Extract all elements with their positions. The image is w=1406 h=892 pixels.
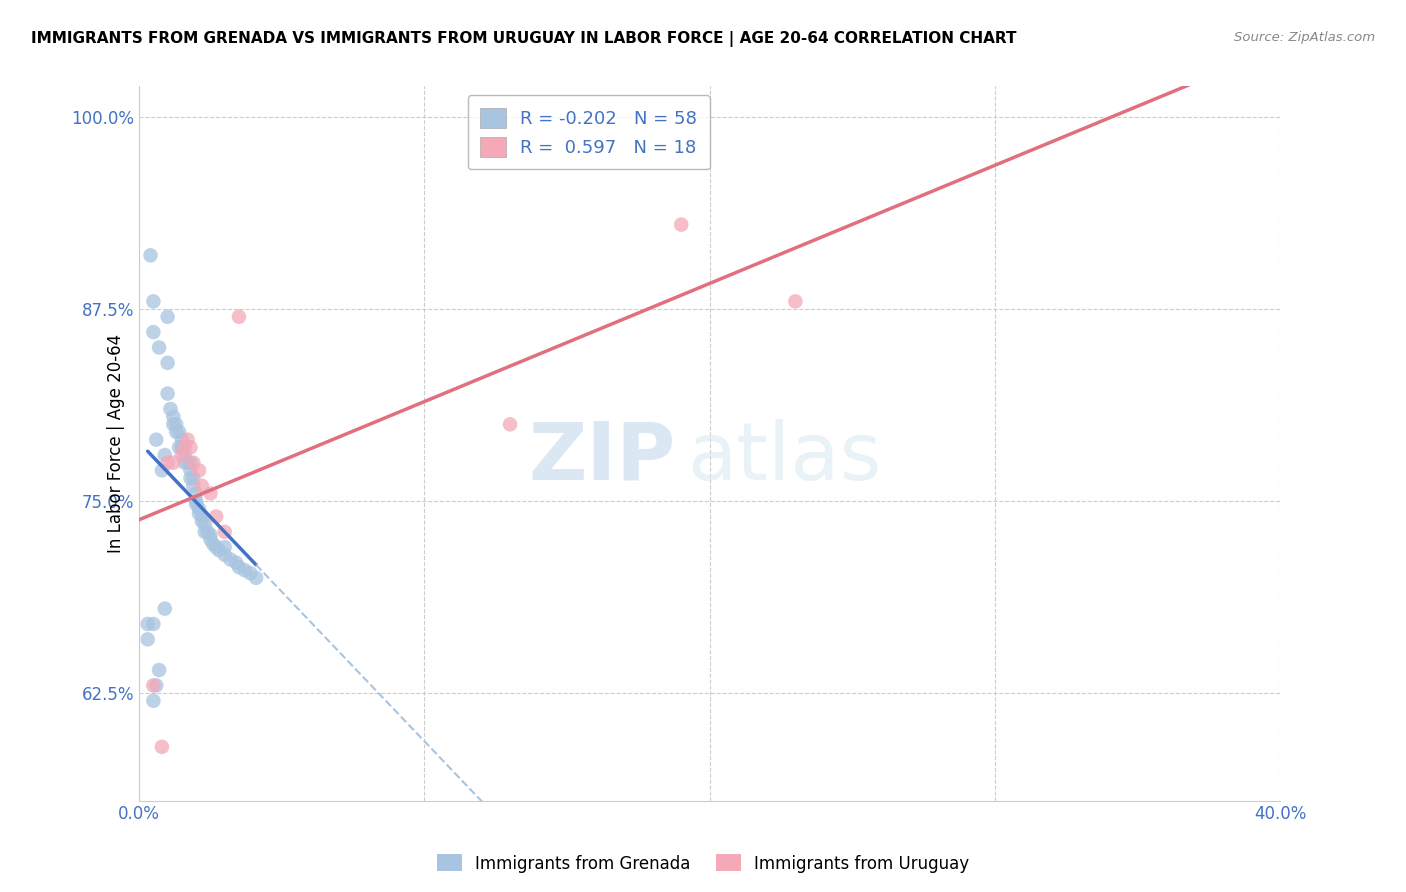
Point (167, 425, 190, 439)
Point (173, 440, 195, 454)
Point (499, 417, 522, 432)
Point (179, 440, 201, 454)
Point (671, 218, 693, 232)
Point (142, 294, 165, 309)
Point (205, 540, 228, 554)
Point (153, 601, 176, 615)
Point (167, 440, 190, 454)
Point (181, 456, 204, 470)
Point (186, 486, 208, 500)
Point (136, 617, 159, 632)
Point (159, 401, 181, 416)
Point (156, 356, 179, 370)
Point (156, 310, 179, 324)
Point (197, 524, 219, 539)
Point (150, 739, 173, 754)
Point (785, 294, 807, 309)
Point (191, 514, 214, 528)
Point (202, 537, 225, 551)
Point (156, 456, 179, 470)
Point (194, 517, 217, 532)
Text: Source: ZipAtlas.com: Source: ZipAtlas.com (1234, 31, 1375, 45)
Point (181, 471, 204, 485)
Point (162, 417, 184, 432)
Point (162, 456, 184, 470)
Legend: Immigrants from Grenada, Immigrants from Uruguay: Immigrants from Grenada, Immigrants from… (430, 847, 976, 880)
Point (181, 479, 204, 493)
Point (165, 425, 187, 439)
Legend: R = -0.202   N = 58, R =  0.597   N = 18: R = -0.202 N = 58, R = 0.597 N = 18 (468, 95, 710, 169)
Point (162, 409, 184, 424)
Point (145, 678, 167, 692)
Point (176, 456, 198, 470)
Point (188, 501, 211, 516)
Point (188, 507, 211, 521)
Point (179, 463, 201, 477)
Point (239, 566, 262, 581)
Point (214, 548, 236, 562)
Point (191, 479, 214, 493)
Point (150, 463, 173, 477)
Point (228, 310, 250, 324)
Point (170, 440, 193, 454)
Point (194, 524, 217, 539)
Point (245, 571, 267, 585)
Point (188, 463, 211, 477)
Point (148, 341, 170, 355)
Point (200, 533, 222, 547)
Text: IMMIGRANTS FROM GRENADA VS IMMIGRANTS FROM URUGUAY IN LABOR FORCE | AGE 20-64 CO: IMMIGRANTS FROM GRENADA VS IMMIGRANTS FR… (31, 31, 1017, 47)
Point (173, 448, 195, 462)
Point (142, 617, 165, 632)
Point (179, 471, 201, 485)
Point (170, 433, 193, 447)
Point (170, 440, 193, 454)
Point (225, 556, 247, 570)
Point (208, 543, 231, 558)
Point (142, 325, 165, 339)
Point (200, 486, 222, 500)
Point (136, 632, 159, 647)
Point (142, 694, 165, 708)
Point (214, 524, 236, 539)
Point (148, 663, 170, 677)
Point (219, 552, 242, 566)
Point (145, 433, 167, 447)
Text: ZIP: ZIP (529, 418, 675, 497)
Point (200, 528, 222, 542)
Point (173, 456, 195, 470)
Text: atlas: atlas (688, 418, 882, 497)
Point (170, 448, 193, 462)
Point (165, 417, 187, 432)
Point (179, 456, 201, 470)
Point (156, 386, 179, 401)
Point (186, 494, 208, 508)
Point (214, 540, 236, 554)
Point (228, 560, 250, 574)
Point (142, 678, 165, 692)
Point (153, 448, 176, 462)
Point (139, 248, 162, 262)
Point (176, 433, 198, 447)
Point (205, 509, 228, 524)
Y-axis label: In Labor Force | Age 20-64: In Labor Force | Age 20-64 (107, 334, 125, 553)
Point (233, 563, 256, 577)
Point (191, 509, 214, 524)
Point (186, 497, 208, 511)
